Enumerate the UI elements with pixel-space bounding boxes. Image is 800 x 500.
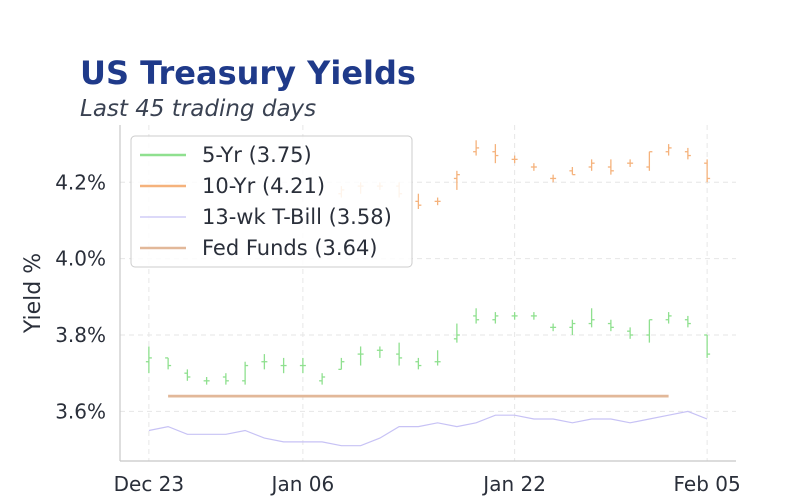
- chart-subtitle: Last 45 trading days: [80, 96, 317, 122]
- five_yr-ohlc-bar: [646, 319, 653, 343]
- legend-label-fed: Fed Funds (3.64): [202, 236, 378, 260]
- five_yr-ohlc-bar: [222, 373, 229, 385]
- ten_yr-ohlc-bar: [646, 151, 653, 171]
- axes: [119, 125, 736, 462]
- five_yr-ohlc-bar: [338, 357, 345, 371]
- ten_yr-ohlc-bar: [415, 193, 422, 209]
- x-tick-label: Dec 23: [114, 472, 185, 496]
- tbill-line: [148, 410, 708, 447]
- x-tick-label: Feb 05: [674, 472, 741, 496]
- five_yr-ohlc-bar: [550, 323, 557, 332]
- five_yr-ohlc-bar: [261, 354, 268, 370]
- five_yr-ohlc-bar: [684, 315, 691, 328]
- y-axis-ticks: 3.6% 3.8% 4.0% 4.2%: [55, 170, 106, 423]
- five_yr-ohlc-bar: [396, 342, 403, 366]
- ten_yr-ohlc-bar: [511, 155, 518, 164]
- five_yr-ohlc-bar: [376, 346, 383, 358]
- five_yr-ohlc-bar: [607, 319, 614, 332]
- y-tick-label: 3.6%: [55, 399, 106, 423]
- ten_yr-ohlc-bar: [530, 163, 537, 171]
- ten_yr-ohlc-bar: [473, 140, 480, 156]
- legend-label-five_yr: 5-Yr (3.75): [202, 143, 312, 167]
- chart-title: US Treasury Yields: [80, 54, 416, 92]
- five_yr-ohlc-bar: [280, 357, 287, 374]
- five_yr-ohlc-bar: [530, 312, 537, 320]
- five_yr-ohlc-bar: [145, 346, 152, 374]
- series-marks: [145, 140, 711, 447]
- five_yr-ohlc-bar: [704, 334, 711, 358]
- five_yr-ohlc-bar: [242, 361, 249, 385]
- five_yr-ohlc-bar: [665, 312, 672, 324]
- five_yr-ohlc-bar: [511, 312, 518, 320]
- five_yr-ohlc-bar: [627, 327, 634, 339]
- five_yr-ohlc-bar: [299, 357, 306, 374]
- ten_yr-ohlc-bar: [627, 159, 634, 167]
- five_yr-ohlc-bar: [492, 312, 499, 324]
- five_yr-ohlc-bar: [473, 308, 480, 324]
- x-axis-ticks: Dec 23 Jan 06 Jan 22 Feb 05: [114, 472, 741, 496]
- five_yr-ohlc-bar: [165, 357, 172, 370]
- five_yr-ohlc-bar: [434, 350, 441, 366]
- five_yr-ohlc-bar: [203, 377, 210, 385]
- ten_yr-ohlc-bar: [588, 159, 595, 171]
- five_yr-ohlc-bar: [453, 323, 460, 343]
- ten_yr-ohlc-bar: [665, 144, 672, 156]
- ten_yr-ohlc-bar: [684, 147, 691, 160]
- x-tick-label: Jan 22: [481, 472, 546, 496]
- legend-label-tbill: 13-wk T-Bill (3.58): [202, 205, 392, 229]
- y-tick-label: 4.0%: [55, 247, 106, 271]
- x-tick-label: Jan 06: [270, 472, 335, 496]
- legend: 5-Yr (3.75) 10-Yr (4.21) 13-wk T-Bill (3.5…: [130, 135, 413, 268]
- ten_yr-ohlc-bar: [453, 170, 460, 190]
- series-tbill: [148, 410, 708, 447]
- ten_yr-ohlc-bar: [434, 197, 441, 206]
- five_yr-ohlc-bar: [184, 369, 191, 381]
- ten_yr-ohlc-bar: [492, 144, 499, 164]
- y-axis-label: Yield %: [21, 253, 46, 334]
- ten_yr-ohlc-bar: [550, 174, 557, 183]
- five_yr-ohlc-bar: [569, 319, 576, 335]
- ten_yr-ohlc-bar: [704, 159, 711, 183]
- ten_yr-ohlc-bar: [569, 167, 576, 176]
- five_yr-ohlc-bar: [588, 308, 595, 328]
- y-tick-label: 3.8%: [55, 323, 106, 347]
- series-ten_yr: [338, 140, 711, 209]
- five_yr-ohlc-bar: [319, 373, 326, 385]
- y-tick-label: 4.2%: [55, 170, 106, 194]
- legend-label-ten_yr: 10-Yr (4.21): [202, 174, 325, 198]
- series-five_yr: [145, 308, 711, 385]
- five_yr-ohlc-bar: [415, 357, 422, 370]
- five_yr-ohlc-bar: [357, 346, 364, 366]
- ten_yr-ohlc-bar: [607, 159, 614, 175]
